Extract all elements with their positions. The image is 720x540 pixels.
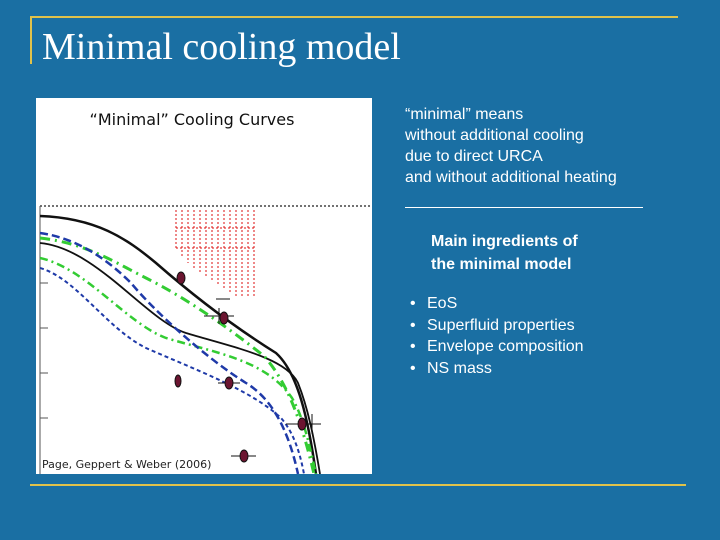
ingredient-label: Superfluid properties: [427, 316, 575, 334]
bullet-icon: •: [410, 359, 416, 377]
minimal-definition: “minimal” means without additional cooli…: [405, 106, 617, 186]
bullet-icon: •: [410, 316, 416, 334]
figure-credit: Page, Geppert & Weber (2006): [42, 458, 212, 471]
ingredients-list: • EoS • Superfluid properties • Envelope co…: [410, 293, 584, 379]
figure-title: “Minimal” Cooling Curves: [89, 110, 295, 129]
bullet-icon: •: [410, 338, 416, 355]
slide-title: Minimal cooling model: [42, 26, 401, 68]
ingredient-label: Envelope composition: [427, 338, 584, 355]
frame-top-line: [30, 16, 678, 18]
frame-bottom-line: [30, 484, 686, 486]
bullet-icon: •: [410, 295, 416, 312]
cooling-plot: [39, 205, 372, 474]
list-item: • EoS: [410, 293, 584, 315]
list-item: • Superfluid properties: [410, 315, 584, 337]
cooling-curves-figure: “Minimal” Cooling Curves Page, Geppert &…: [36, 98, 372, 474]
list-item: • Envelope composition: [410, 336, 584, 358]
list-item: • NS mass: [410, 358, 584, 380]
ingredients-heading: Main ingredients of the minimal model: [431, 233, 578, 273]
divider-line: [405, 207, 643, 208]
ingredient-label: EoS: [427, 295, 458, 312]
ingredient-label: NS mass: [427, 359, 492, 377]
frame-left-line: [30, 16, 32, 64]
